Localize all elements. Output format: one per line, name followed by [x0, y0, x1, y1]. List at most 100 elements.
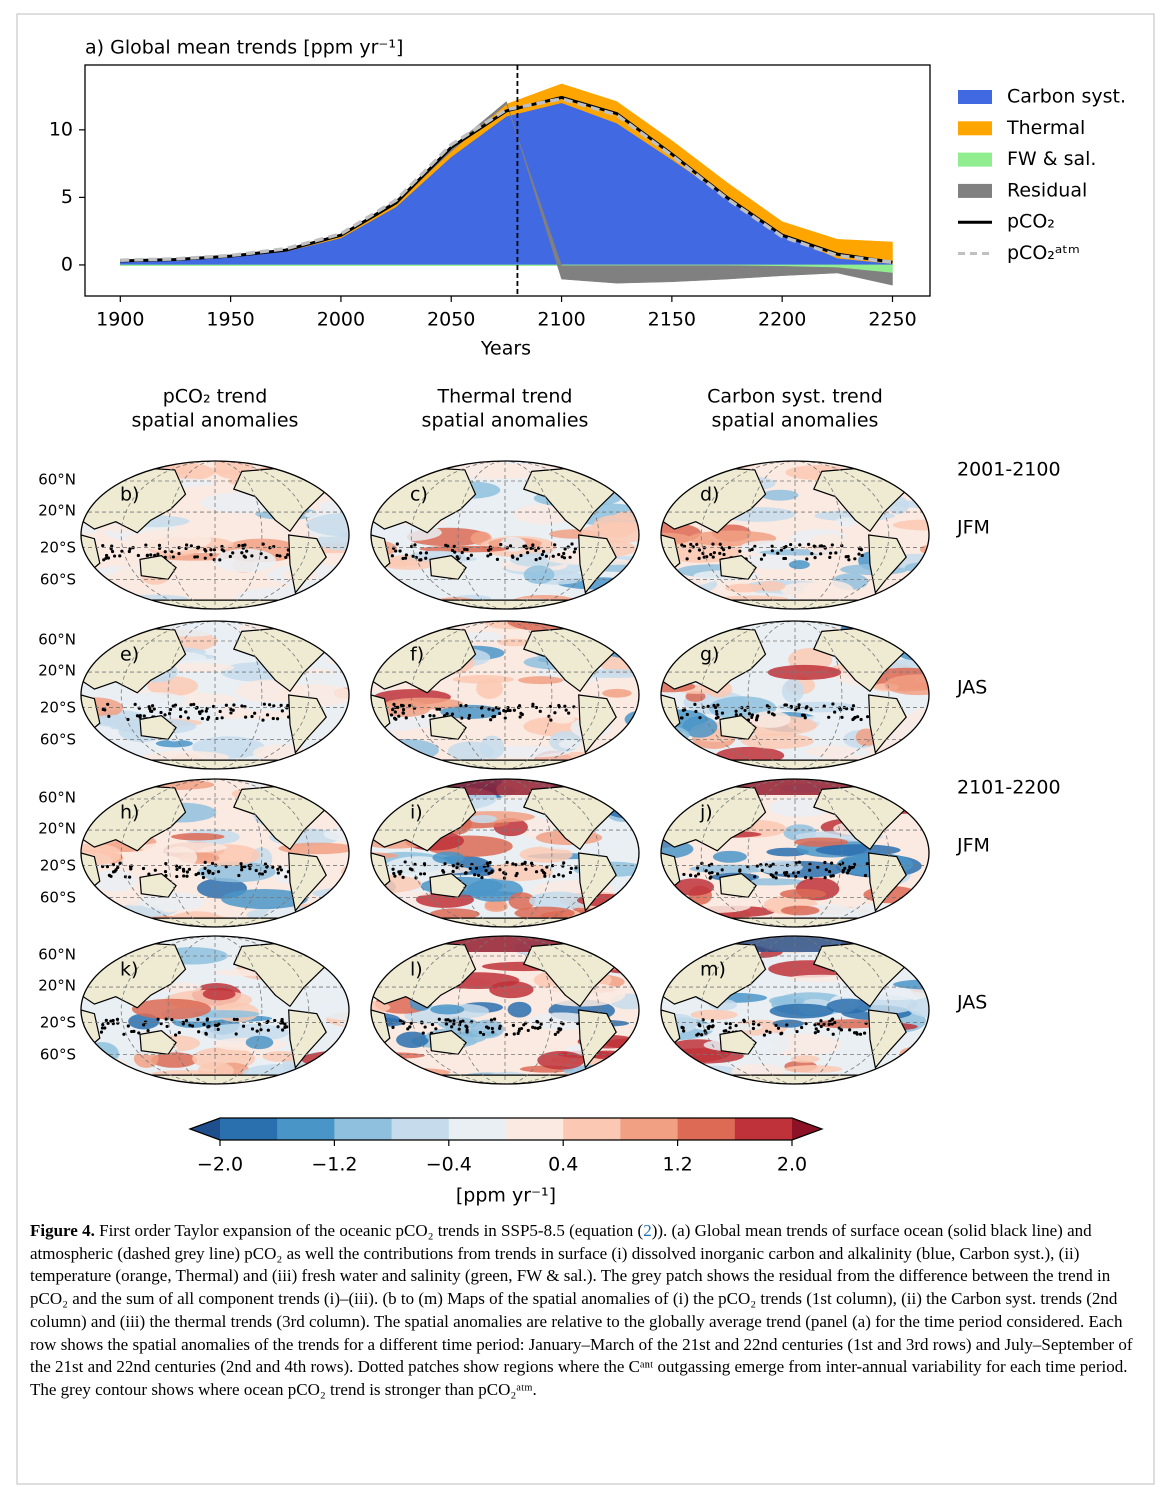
caption-ref[interactable]: 2 [643, 1221, 652, 1240]
stipple-dot [188, 1023, 192, 1027]
colorbar-bin [334, 1118, 393, 1140]
stipple-dot [682, 1029, 686, 1033]
map-panel: c) [370, 460, 640, 610]
anomaly-patch [314, 1055, 349, 1073]
anomaly-patch [335, 779, 349, 790]
stipple-dot [210, 861, 215, 866]
stipple-dot [146, 1029, 150, 1033]
lat-label: 60°S [40, 889, 76, 907]
colorbar-label: [ppm yr⁻¹] [456, 1185, 556, 1207]
legend-label: Thermal [1006, 117, 1085, 139]
stipple-dot [195, 555, 199, 559]
stipple-dot [519, 711, 523, 715]
stipple-dot [213, 1023, 218, 1027]
stipple-dot [707, 871, 712, 875]
stipple-dot [229, 707, 233, 711]
stipple-dot [418, 558, 422, 562]
colorbar-tick-label: 2.0 [777, 1154, 807, 1176]
land [719, 1030, 757, 1056]
stipple-dot [685, 712, 689, 717]
stipple-dot [109, 1019, 113, 1023]
stipple-dot [828, 551, 833, 555]
stipple-dot [569, 866, 573, 870]
legend-label: pCO₂ᵃᵗᵐ [1007, 242, 1080, 264]
stipple-dot [272, 704, 276, 708]
stipple-dot [159, 710, 163, 715]
stipple-dot [280, 709, 284, 713]
stipple-dot [696, 1032, 701, 1036]
stipple-dot [184, 1018, 189, 1023]
colorbar-bin [563, 1118, 621, 1140]
anomaly-patch [769, 1003, 834, 1019]
stipple-dot [819, 552, 823, 556]
stipple-dot [846, 869, 851, 873]
stipple-dot [805, 557, 809, 561]
stipple-dot [267, 703, 272, 707]
area [120, 264, 893, 274]
anomaly-patch [371, 1067, 451, 1077]
stipple-dot [551, 554, 555, 558]
stipple-dot [442, 870, 446, 874]
lat-label: 20°S [40, 857, 76, 875]
stipple-dot [770, 549, 774, 553]
anomaly-patch [323, 826, 349, 843]
stipple-dot [830, 1018, 834, 1022]
anomaly-patch [661, 621, 664, 638]
lat-label: 60°N [38, 789, 76, 807]
land [429, 715, 467, 741]
anomaly-patch [661, 794, 693, 808]
stipple-dot [445, 712, 449, 716]
anomaly-patch [469, 814, 497, 824]
stipple-dot [182, 874, 186, 878]
anomaly-patch [806, 534, 854, 557]
stipple-dot [517, 1027, 522, 1031]
stipple-dot [768, 1030, 772, 1034]
caption-label: Figure 4. [30, 1221, 95, 1240]
anomaly-patch [612, 893, 639, 909]
graticule [120, 779, 310, 927]
stipple-dot [178, 707, 183, 712]
stipple-dot [217, 1022, 221, 1026]
anomaly-patch [335, 894, 349, 914]
stipple-dot [242, 554, 246, 558]
graticule [167, 461, 263, 609]
stipple-dot [541, 870, 546, 874]
anomaly-patch [430, 1004, 465, 1015]
stipple-dot [201, 875, 206, 880]
panel-label: d) [700, 484, 719, 506]
stipple-dot [704, 869, 708, 873]
stipple-dot [244, 715, 248, 719]
stipple-dot [453, 550, 457, 554]
area [120, 102, 893, 266]
stipple-dot [495, 557, 500, 561]
anomaly-patch [690, 1009, 738, 1020]
stipple-dot [263, 862, 268, 866]
stipple-dot [194, 872, 198, 877]
stipple-dot [738, 868, 742, 872]
land [429, 873, 467, 899]
stipple-dot [683, 708, 687, 712]
anomaly-patch [885, 599, 929, 609]
stipple-dot [444, 1022, 448, 1026]
stipple-dot [401, 556, 405, 561]
stipple-dot [194, 706, 198, 710]
anomaly-patch [91, 714, 135, 727]
legend-swatch [958, 183, 992, 198]
anomaly-patch [463, 631, 503, 642]
stipple-dot [697, 1023, 701, 1027]
stipple-dot [823, 876, 827, 880]
stipple-dot [156, 552, 160, 556]
stipple-dot [525, 551, 530, 555]
colorbar-tick-label: −1.2 [311, 1154, 357, 1176]
stipple-dot [526, 1028, 530, 1033]
anomaly-patch [115, 565, 143, 588]
map-outline [370, 935, 640, 1085]
anomaly-patch [893, 475, 929, 493]
land [139, 1030, 177, 1056]
stipple-dot [263, 870, 267, 874]
stipple-dot [490, 870, 494, 874]
stipple-dot [196, 546, 200, 550]
stipple-dot [796, 870, 801, 875]
anomaly-patch [331, 488, 349, 503]
x-tick-label: 2250 [868, 309, 916, 331]
